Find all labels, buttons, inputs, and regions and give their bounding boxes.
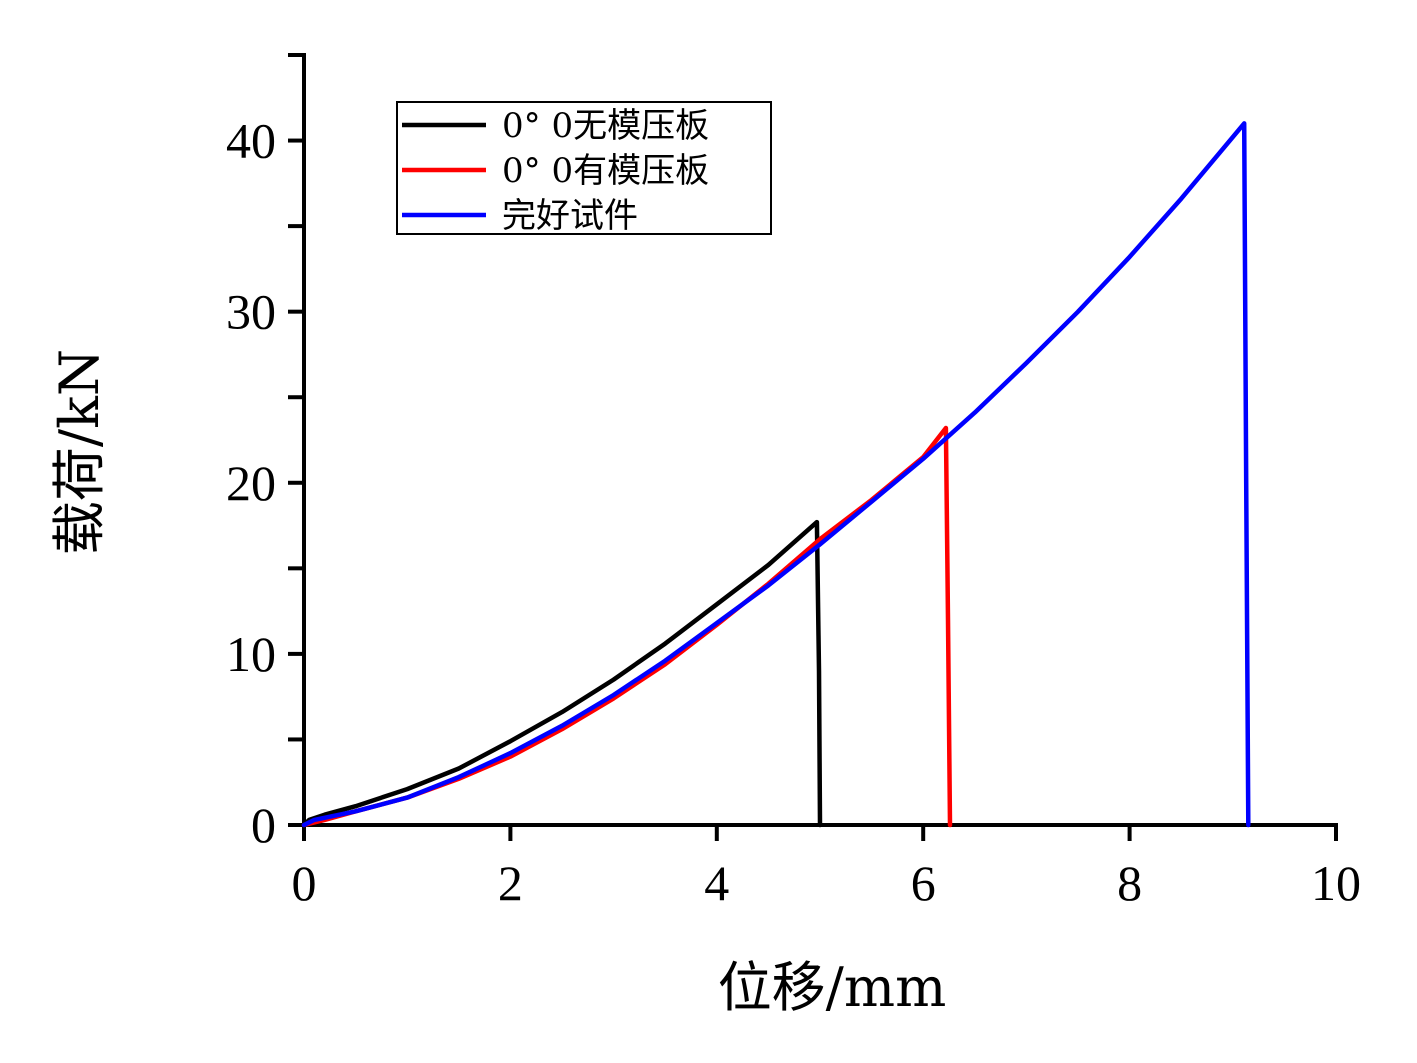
y-axis-title: 载荷/kN [48, 349, 111, 555]
x-tick-label: 2 [498, 855, 523, 911]
series-line-3 [301, 121, 1251, 828]
legend-label-2: 0° 0有模压板 [502, 151, 709, 191]
legend-label-3: 完好试件 [502, 196, 638, 236]
series-line-2 [301, 425, 953, 828]
series-layer [301, 121, 1251, 828]
y-tick-label: 10 [226, 626, 276, 682]
x-tick-label: 8 [1117, 855, 1142, 911]
x-axis-title: 位移/mm [718, 956, 947, 1019]
x-tick-label: 6 [911, 855, 936, 911]
y-tick-label: 20 [226, 455, 276, 511]
y-tick-label: 30 [226, 284, 276, 340]
x-tick-label: 10 [1311, 855, 1361, 911]
legend-label-1: 0° 0无模压板 [502, 106, 709, 146]
x-tick-label: 4 [704, 855, 729, 911]
y-tick-label: 40 [226, 113, 276, 169]
series-line-1 [301, 519, 823, 828]
x-tick-label: 0 [292, 855, 317, 911]
y-tick-label: 0 [251, 797, 276, 853]
ticks: 0 2 4 6 8 10 0 10 20 30 40 [226, 53, 1361, 911]
